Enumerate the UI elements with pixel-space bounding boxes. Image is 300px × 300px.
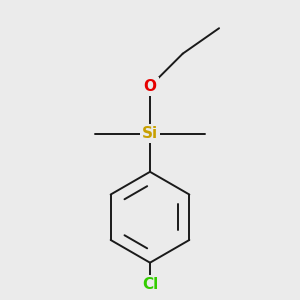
Text: Cl: Cl [142,277,158,292]
Text: Si: Si [142,126,158,141]
Text: O: O [143,79,157,94]
